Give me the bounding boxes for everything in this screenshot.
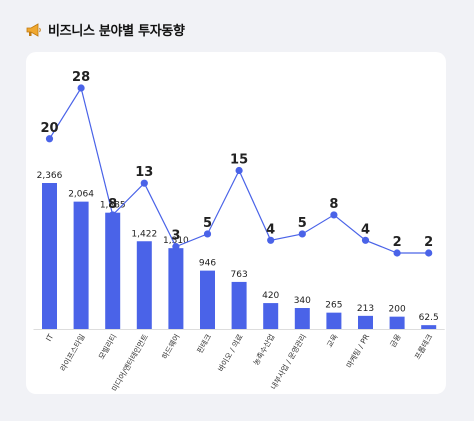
bar	[73, 201, 89, 329]
line-point	[330, 211, 338, 219]
bar-value-label: 763	[231, 270, 248, 280]
line-point	[393, 249, 401, 257]
bar-value-label: 1,422	[131, 229, 157, 239]
category-label: 프롭테크	[413, 332, 435, 360]
category-label: 하드웨어	[159, 332, 181, 361]
line-value-label: 4	[266, 222, 275, 237]
category-label: 핀테크	[195, 332, 213, 355]
category-label: 교육	[325, 332, 340, 349]
bar-value-label: 213	[357, 304, 374, 314]
bar	[326, 312, 342, 329]
line-value-label: 20	[40, 121, 58, 136]
line-point	[203, 230, 212, 238]
chart-card: 2,366 2,064 1,885 1,422 1,310 946 763 420 340 265…	[26, 52, 446, 394]
bar	[389, 316, 405, 329]
line-point	[361, 236, 370, 244]
bar	[200, 270, 215, 329]
bar-value-label: 62.5	[419, 313, 439, 323]
category-label: IT	[44, 332, 55, 343]
category-label: 바이오 / 의료	[215, 332, 245, 373]
bar-value-label: 2,064	[68, 190, 94, 200]
bar	[42, 183, 57, 329]
chart-header: 비즈니스 분야별 투자동향	[26, 20, 185, 39]
bar	[168, 248, 184, 329]
bar	[358, 315, 373, 329]
bar	[231, 281, 247, 329]
bar-value-label: 420	[262, 291, 279, 301]
line-value-label: 3	[171, 229, 180, 244]
bar	[294, 308, 310, 329]
line-value-label: 13	[135, 165, 153, 180]
bar	[421, 325, 437, 329]
category-label: 라이프스타일	[57, 332, 86, 373]
line-value-label: 5	[203, 216, 212, 231]
line-point	[109, 211, 117, 219]
line-value-label: 2	[393, 235, 402, 250]
category-label: 모빌리티	[97, 333, 119, 361]
line-value-label: 15	[230, 153, 248, 168]
category-label: 농축수산업	[251, 332, 277, 367]
bar-value-label: 2,366	[37, 171, 63, 181]
bar-value-label: 340	[294, 296, 311, 306]
line-point	[298, 230, 306, 238]
line-point	[45, 135, 54, 143]
line-value-label: 5	[298, 216, 307, 231]
line-value-label: 4	[361, 222, 370, 237]
bar	[263, 303, 279, 329]
category-label: 금융	[388, 332, 403, 349]
line-point	[140, 179, 148, 187]
page-title: 비즈니스 분야별 투자동향	[48, 24, 185, 39]
line-point	[172, 243, 180, 251]
megaphone-icon	[26, 22, 41, 37]
line-point	[235, 166, 243, 175]
bar-value-label: 946	[199, 259, 216, 269]
line-value-label: 2	[424, 235, 433, 250]
line-point	[267, 236, 275, 244]
bar-value-label: 1,885	[100, 201, 126, 211]
bar	[105, 212, 121, 329]
bar-value-label: 1,310	[163, 236, 189, 246]
bar	[136, 241, 152, 329]
line-point	[77, 84, 85, 92]
line-value-label: 8	[108, 197, 117, 212]
line-value-label: 8	[329, 197, 338, 212]
bar-value-label: 200	[389, 305, 406, 315]
bar-value-label: 265	[325, 301, 342, 311]
line-value-label: 28	[72, 70, 90, 85]
line-point	[425, 249, 433, 257]
category-label: 마케팅 / PR	[344, 332, 372, 370]
